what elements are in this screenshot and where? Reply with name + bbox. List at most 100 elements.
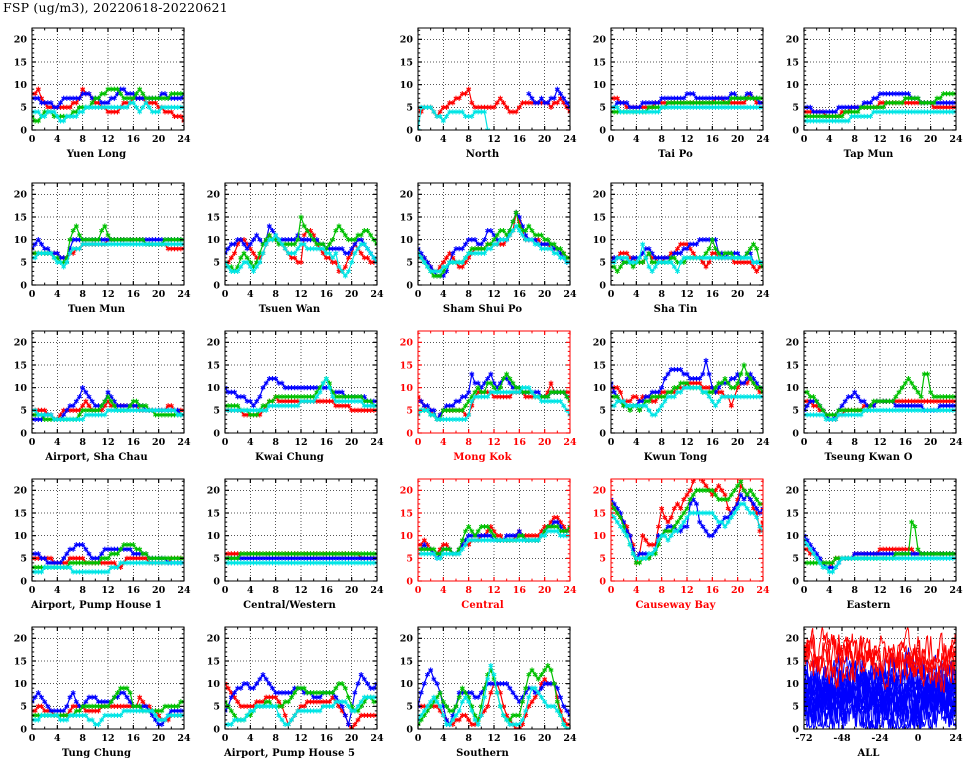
panel-title: Airport, Pump House 5 (193, 748, 386, 759)
svg-text:15: 15 (14, 212, 27, 223)
svg-text:0: 0 (608, 134, 615, 145)
svg-text:20: 20 (731, 134, 745, 145)
svg-text:15: 15 (786, 57, 799, 68)
panel-title: Eastern (772, 600, 965, 611)
svg-text:24: 24 (370, 289, 384, 300)
svg-text:24: 24 (949, 134, 963, 145)
svg-text:10: 10 (207, 235, 221, 246)
svg-text:10: 10 (400, 235, 414, 246)
panel-title: Tap Mun (772, 149, 965, 160)
svg-text:12: 12 (101, 134, 114, 145)
svg-text:12: 12 (487, 289, 500, 300)
svg-text:24: 24 (177, 134, 191, 145)
svg-text:0: 0 (222, 289, 229, 300)
svg-text:16: 16 (706, 134, 720, 145)
svg-text:12: 12 (487, 134, 500, 145)
svg-text:0: 0 (20, 125, 27, 136)
svg-text:8: 8 (465, 134, 472, 145)
panel-title: Sham Shui Po (386, 304, 579, 315)
panel-title: Tai Po (579, 149, 772, 160)
svg-text:16: 16 (127, 289, 141, 300)
svg-text:10: 10 (14, 235, 28, 246)
svg-text:0: 0 (406, 280, 413, 291)
svg-text:0: 0 (792, 125, 799, 136)
panel-title: Kwun Tong (579, 452, 772, 463)
svg-text:5: 5 (792, 103, 799, 114)
svg-text:15: 15 (593, 57, 606, 68)
svg-text:0: 0 (20, 280, 27, 291)
panel-title: Airport, Sha Chau (0, 452, 193, 463)
svg-text:20: 20 (400, 35, 414, 46)
svg-text:16: 16 (513, 289, 527, 300)
svg-text:15: 15 (14, 57, 27, 68)
svg-text:20: 20 (924, 134, 938, 145)
svg-text:4: 4 (633, 134, 640, 145)
svg-text:4: 4 (826, 134, 833, 145)
svg-text:16: 16 (127, 134, 141, 145)
panel-title: Airport, Pump House 1 (0, 600, 193, 611)
svg-text:0: 0 (599, 125, 606, 136)
svg-text:8: 8 (465, 289, 472, 300)
svg-text:8: 8 (272, 289, 279, 300)
svg-text:5: 5 (599, 103, 606, 114)
panel-title: Central/Western (193, 600, 386, 611)
panel-title: Southern (386, 748, 579, 759)
svg-text:20: 20 (400, 190, 414, 201)
svg-text:0: 0 (801, 134, 808, 145)
svg-text:20: 20 (207, 190, 221, 201)
panel-title: Central (386, 600, 579, 611)
svg-text:24: 24 (563, 289, 577, 300)
svg-text:20: 20 (14, 35, 28, 46)
svg-text:10: 10 (593, 80, 607, 91)
svg-text:5: 5 (213, 258, 220, 269)
page-title: FSP (ug/m3), 20220618-20220621 (3, 0, 228, 15)
panel-title: Tseung Kwan O (772, 452, 965, 463)
svg-text:0: 0 (29, 134, 36, 145)
svg-text:0: 0 (406, 125, 413, 136)
svg-text:4: 4 (247, 289, 254, 300)
svg-text:20: 20 (593, 35, 607, 46)
panel-title: North (386, 149, 579, 160)
svg-text:5: 5 (406, 103, 413, 114)
panel-title: Kwai Chung (193, 452, 386, 463)
svg-text:4: 4 (440, 289, 447, 300)
svg-text:4: 4 (54, 134, 61, 145)
svg-text:4: 4 (440, 134, 447, 145)
svg-text:20: 20 (538, 289, 552, 300)
svg-text:20: 20 (152, 134, 166, 145)
svg-text:5: 5 (20, 258, 27, 269)
svg-text:0: 0 (415, 289, 422, 300)
svg-text:20: 20 (786, 35, 800, 46)
panel-title: Tung Chung (0, 748, 193, 759)
svg-text:15: 15 (400, 212, 413, 223)
panel-title: Sha Tin (579, 304, 772, 315)
panel-title: Mong Kok (386, 452, 579, 463)
svg-text:12: 12 (101, 289, 114, 300)
svg-text:5: 5 (20, 103, 27, 114)
svg-text:4: 4 (54, 289, 61, 300)
svg-text:12: 12 (873, 134, 886, 145)
